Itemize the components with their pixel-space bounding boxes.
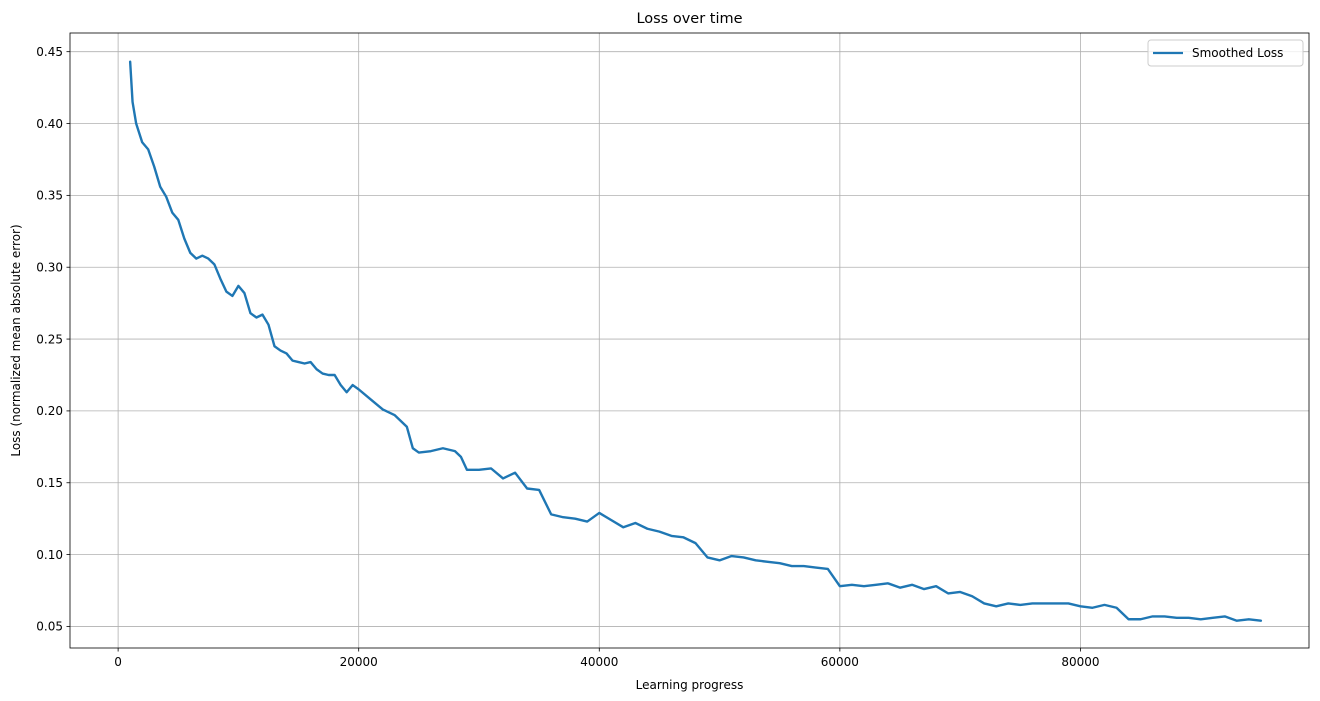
x-tick-label: 0 xyxy=(114,655,122,669)
x-tick-label: 20000 xyxy=(340,655,378,669)
y-tick-label: 0.40 xyxy=(36,117,63,131)
grid xyxy=(70,33,1309,648)
legend-box xyxy=(1147,39,1304,67)
y-tick-label: 0.35 xyxy=(36,189,63,203)
x-tick-label: 40000 xyxy=(580,655,618,669)
y-tick-label: 0.10 xyxy=(36,548,63,562)
y-tick-label: 0.20 xyxy=(36,404,63,418)
x-tick-label: 80000 xyxy=(1061,655,1099,669)
plot-frame xyxy=(69,32,1310,649)
y-tick-label: 0.45 xyxy=(36,45,63,59)
y-tick-label: 0.05 xyxy=(36,620,63,634)
x-axis: 0 20000 40000 60000 80000 xyxy=(114,648,1100,669)
x-axis-label: Learning progress xyxy=(636,678,744,692)
series-layer xyxy=(128,60,1263,622)
y-tick-label: 0.15 xyxy=(36,476,63,490)
chart-title: Loss over time xyxy=(636,11,742,27)
series-line-smoothed-loss xyxy=(128,60,1263,622)
legend: Smoothed Loss xyxy=(1147,39,1304,67)
legend-label: Smoothed Loss xyxy=(1192,46,1283,60)
x-tick-label: 60000 xyxy=(821,655,859,669)
y-tick-label: 0.30 xyxy=(36,261,63,275)
y-tick-label: 0.25 xyxy=(36,332,63,346)
y-axis-label: Loss (normalized mean absolute error) xyxy=(9,224,23,456)
y-axis: 0.05 0.10 0.15 0.20 0.25 0.30 0.35 0.40 0.45 xyxy=(36,45,70,634)
